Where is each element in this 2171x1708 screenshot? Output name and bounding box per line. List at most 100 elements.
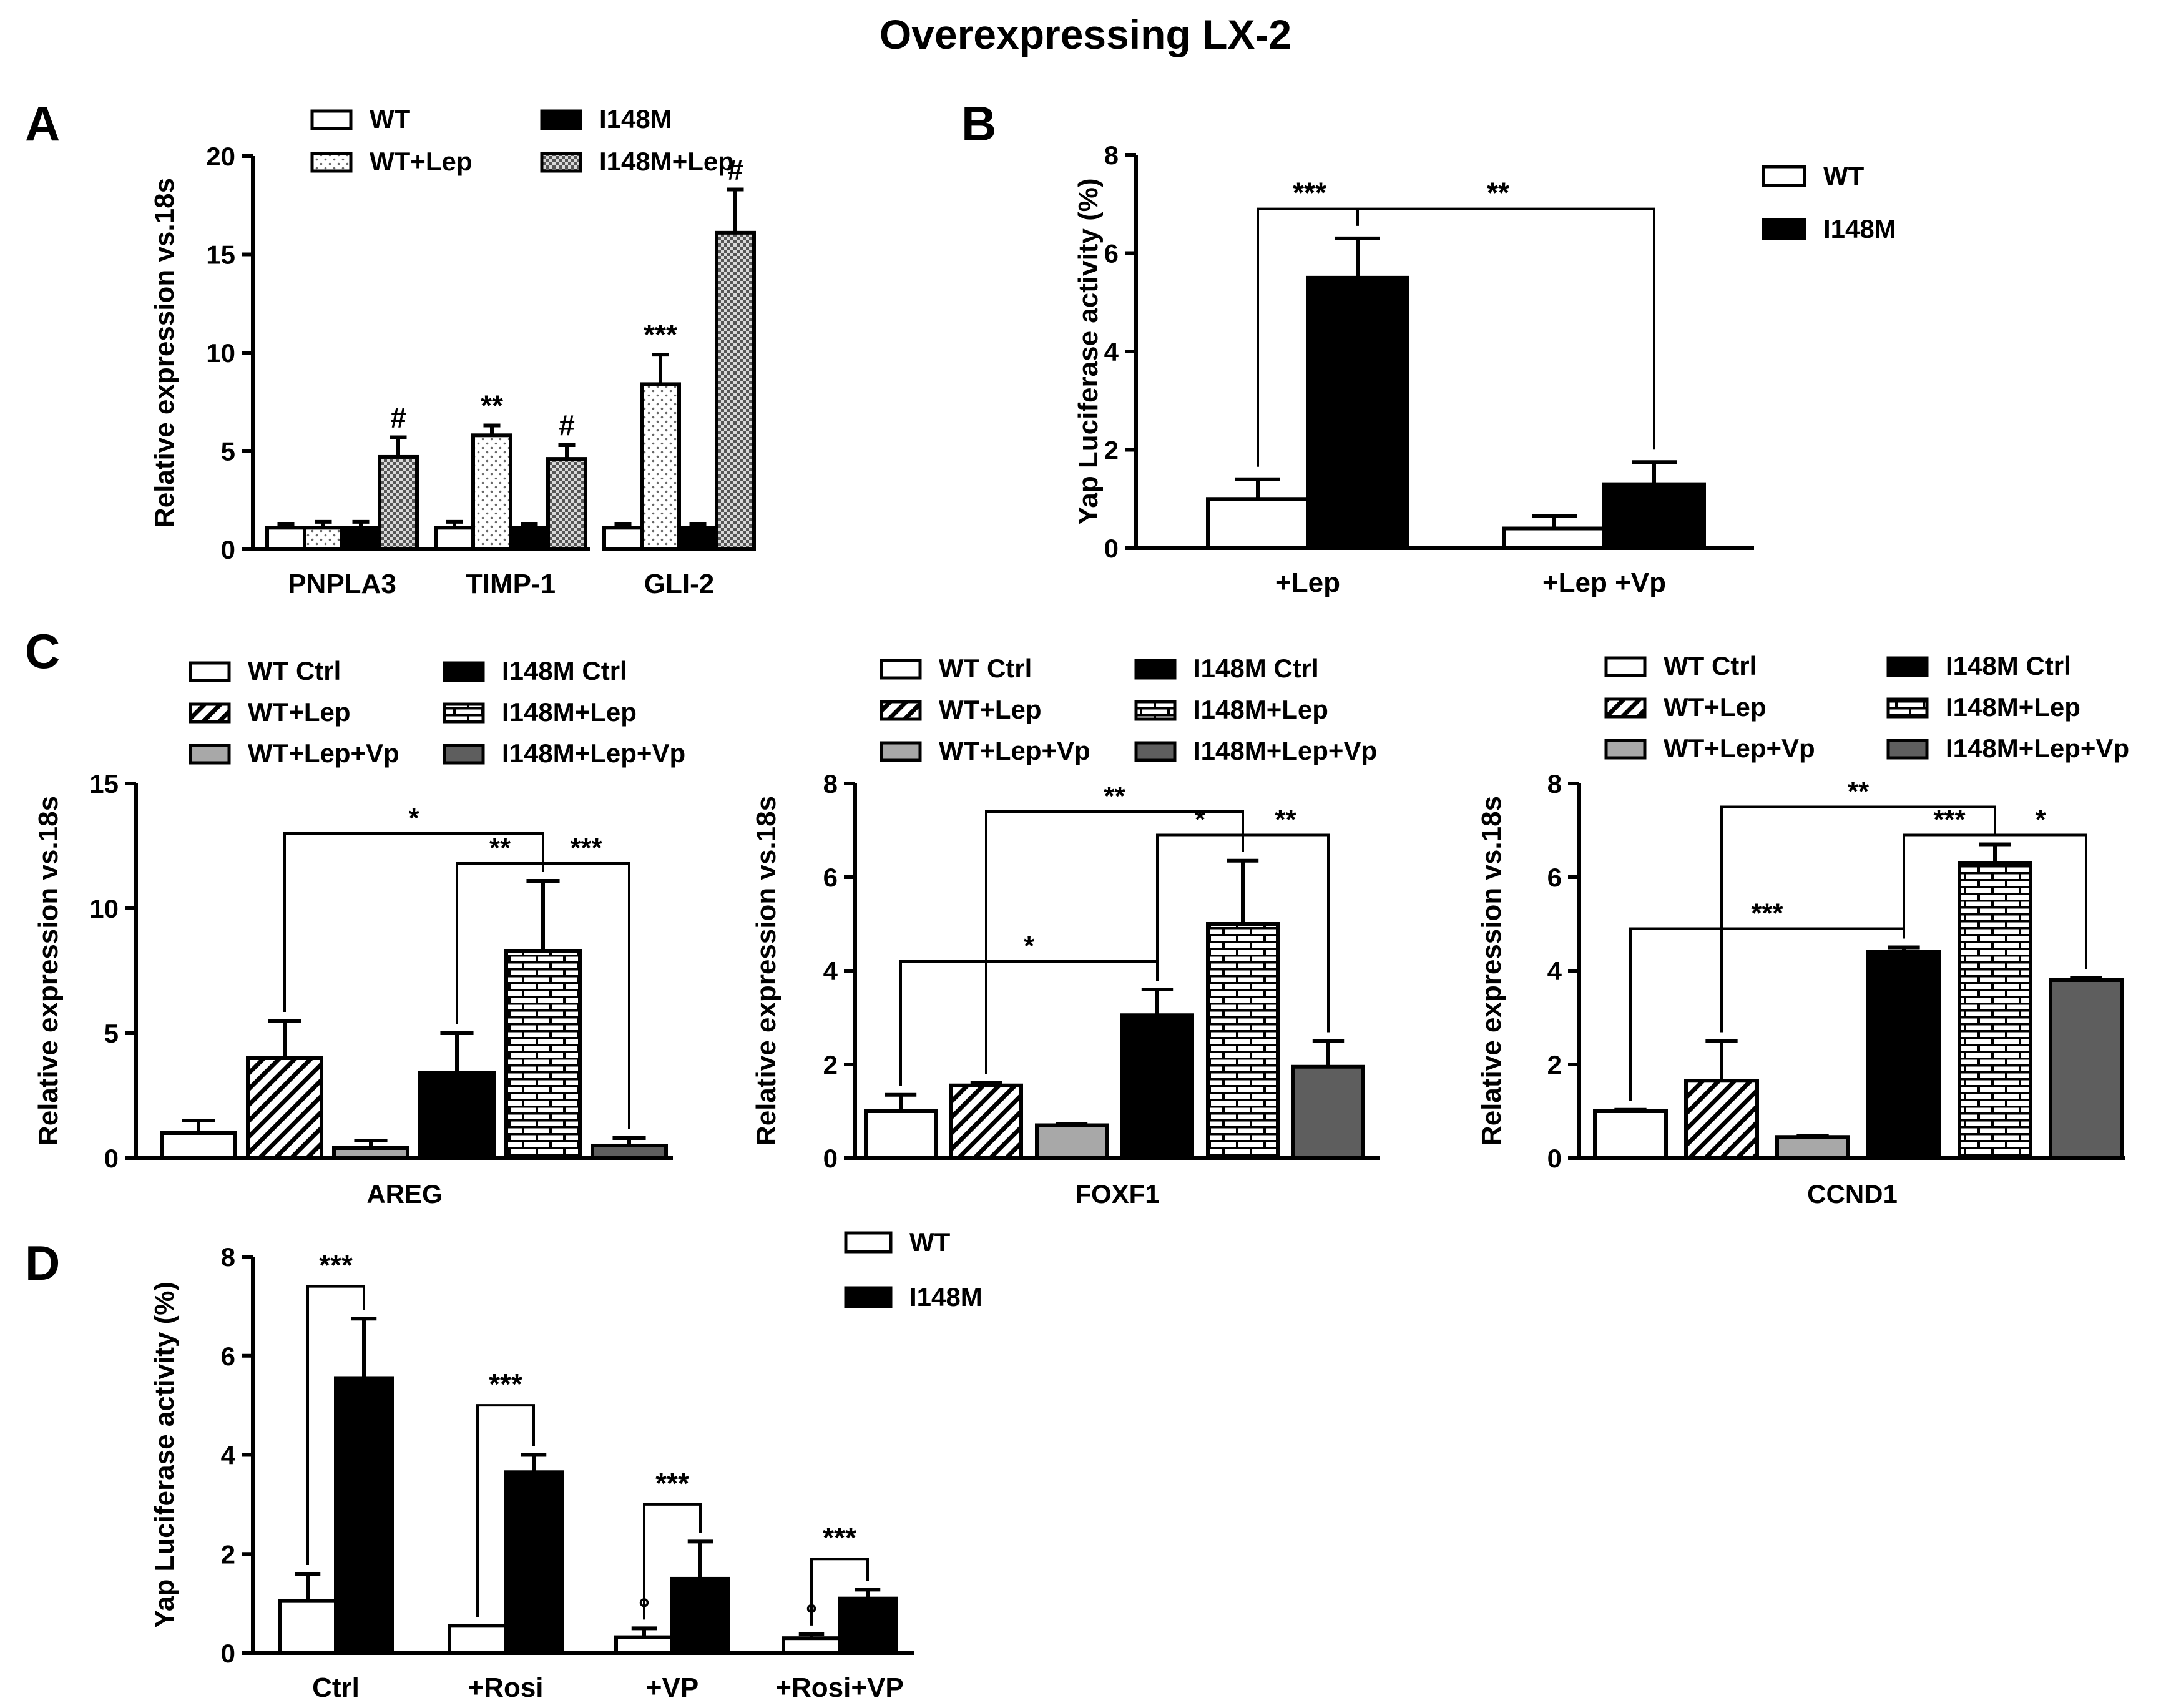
chart-c2-y-tick-label: 2	[823, 1050, 838, 1079]
chart-d-y-axis-label: Yap Luciferase activity (%)	[149, 1282, 180, 1628]
legend-c3-item-label: WT Ctrl	[1664, 651, 1757, 680]
legend-c1-item-label: I148M+Lep+Vp	[502, 739, 685, 768]
chart-c1-bar	[418, 1071, 496, 1160]
chart-c1-bar	[332, 1146, 409, 1160]
legend-c1-item-label: WT Ctrl	[248, 656, 341, 685]
legend-a-item-swatch	[310, 152, 353, 173]
chart-d-bar	[278, 1599, 338, 1655]
chart-c2-sig-label: *	[1195, 805, 1206, 835]
legend-c2-item-swatch	[1134, 741, 1177, 762]
chart-c2-y-tick-label: 4	[823, 956, 838, 986]
chart-c2-bar	[864, 1109, 938, 1160]
chart-b-category-label: +Lep +Vp	[1542, 567, 1666, 598]
chart-c1-sig-bracket	[283, 832, 544, 1012]
legend-a-item-swatch	[310, 109, 353, 130]
chart-d-bar	[782, 1636, 841, 1655]
legend-c3-item-swatch	[1604, 739, 1647, 760]
legend-a-item-label: I148M+Lep	[599, 147, 734, 176]
legend-c3-item-swatch	[1604, 697, 1647, 719]
chart-c2-sig-bracket	[899, 960, 1159, 1086]
chart-c3-bar	[1958, 861, 2032, 1160]
chart-b-y-tick-label: 6	[1104, 239, 1119, 268]
chart-c3-sig-bracket	[1994, 833, 2087, 969]
chart-b-sig-label: **	[1487, 177, 1509, 209]
chart-a-bar	[602, 526, 644, 551]
legend-c3-item-swatch	[1604, 656, 1647, 677]
chart-d-sig-bracket	[810, 1558, 869, 1626]
legend-b-item-label: WT	[1823, 161, 1865, 190]
chart-c2-bar	[1120, 1013, 1194, 1160]
panel-label-d: D	[25, 1235, 60, 1290]
legend-a-item-swatch	[540, 152, 582, 173]
chart-d-category-label: +VP	[646, 1672, 698, 1703]
chart-a-bar	[265, 526, 306, 551]
chart-a-y-axis-label: Relative expression vs.18s	[149, 178, 180, 528]
legend-d-item-swatch	[844, 1286, 893, 1308]
chart-b-bar	[1206, 497, 1310, 550]
chart-d-sig-bracket	[643, 1503, 702, 1620]
legend-c2-item-label: WT Ctrl	[939, 654, 1032, 683]
chart-a-bar	[471, 433, 512, 551]
legend-c1-item-label: WT+Lep	[248, 697, 351, 727]
chart-c1-sig-label: ***	[570, 833, 602, 863]
chart-d-category-label: Ctrl	[312, 1672, 360, 1703]
legend-c3-item-swatch	[1886, 739, 1929, 760]
chart-c2-bar	[1035, 1123, 1109, 1160]
chart-c2-sig-label: **	[1104, 781, 1125, 812]
legend-a-item-label: WT	[370, 104, 411, 134]
chart-d-sig-label: ***	[655, 1467, 689, 1499]
chart-c2-sig-label: *	[1024, 931, 1035, 961]
chart-c1-sig-label: *	[408, 803, 419, 833]
chart-a-category-label: TIMP-1	[466, 569, 556, 599]
chart-d-sig-bracket	[476, 1404, 535, 1617]
panel-label-b: B	[961, 96, 996, 151]
chart-c1-sig-bracket	[542, 862, 630, 1129]
chart-a-bar	[546, 457, 587, 551]
chart-a-bar	[303, 526, 344, 551]
legend-c1-item-swatch	[443, 744, 485, 765]
chart-a-y-tick-label: 15	[206, 240, 235, 270]
chart-c1-bar	[246, 1056, 323, 1160]
legend-c3-item-label: WT+Lep+Vp	[1664, 734, 1815, 763]
chart-d-sig-label: ***	[319, 1249, 353, 1282]
chart-c2-sig-label: **	[1275, 805, 1296, 835]
chart-c3-sig-label: ***	[1933, 805, 1966, 835]
chart-a-annotation: #	[727, 154, 743, 186]
chart-a-annotation: #	[390, 401, 406, 433]
chart-a-bar	[378, 454, 419, 552]
chart-a-annotation: **	[481, 390, 503, 422]
chart-c3-bar	[1684, 1079, 1759, 1160]
chart-c2-sig-bracket	[1242, 833, 1330, 1033]
legend-c2-item-label: I148M Ctrl	[1193, 654, 1319, 683]
chart-c3-sig-bracket	[1629, 927, 1905, 1101]
chart-c3-sig-label: *	[2035, 805, 2046, 835]
legend-a-item-label: I148M	[599, 104, 672, 134]
legend-c1-item-label: I148M+Lep	[502, 697, 637, 727]
chart-b-bar	[1306, 275, 1409, 550]
legend-a-item-label: WT+Lep	[370, 147, 473, 176]
chart-c1-bar	[591, 1144, 668, 1160]
chart-b-category-label: +Lep	[1275, 567, 1340, 598]
legend-c3-item-label: I148M+Lep+Vp	[1946, 734, 2129, 763]
legend-b-item-swatch	[1762, 218, 1806, 240]
chart-b-sig-bracket	[1257, 207, 1655, 467]
chart-d-bar	[614, 1635, 674, 1656]
panel-label-c: C	[25, 624, 60, 679]
legend-c3-item-label: I148M+Lep	[1946, 692, 2080, 722]
chart-d-bar	[334, 1376, 394, 1655]
chart-a-annotation: #	[559, 409, 575, 441]
chart-c1-y-tick-label: 15	[89, 769, 119, 798]
legend-c3-item-label: I148M Ctrl	[1946, 651, 2071, 680]
chart-d-y-tick-label: 8	[221, 1242, 235, 1272]
legend-d-item-label: WT	[909, 1227, 951, 1257]
chart-a-y-tick-label: 20	[206, 142, 235, 171]
legend-c2-item-label: I148M+Lep+Vp	[1193, 736, 1377, 765]
legend-c2-item-label: I148M+Lep	[1193, 695, 1328, 724]
chart-c3-sig-label: **	[1848, 777, 1870, 807]
chart-c3-y-tick-label: 4	[1547, 956, 1562, 986]
legend-c2-item-swatch	[880, 659, 922, 680]
chart-a-bar	[340, 526, 381, 551]
legend-c3-item-swatch	[1886, 656, 1929, 677]
